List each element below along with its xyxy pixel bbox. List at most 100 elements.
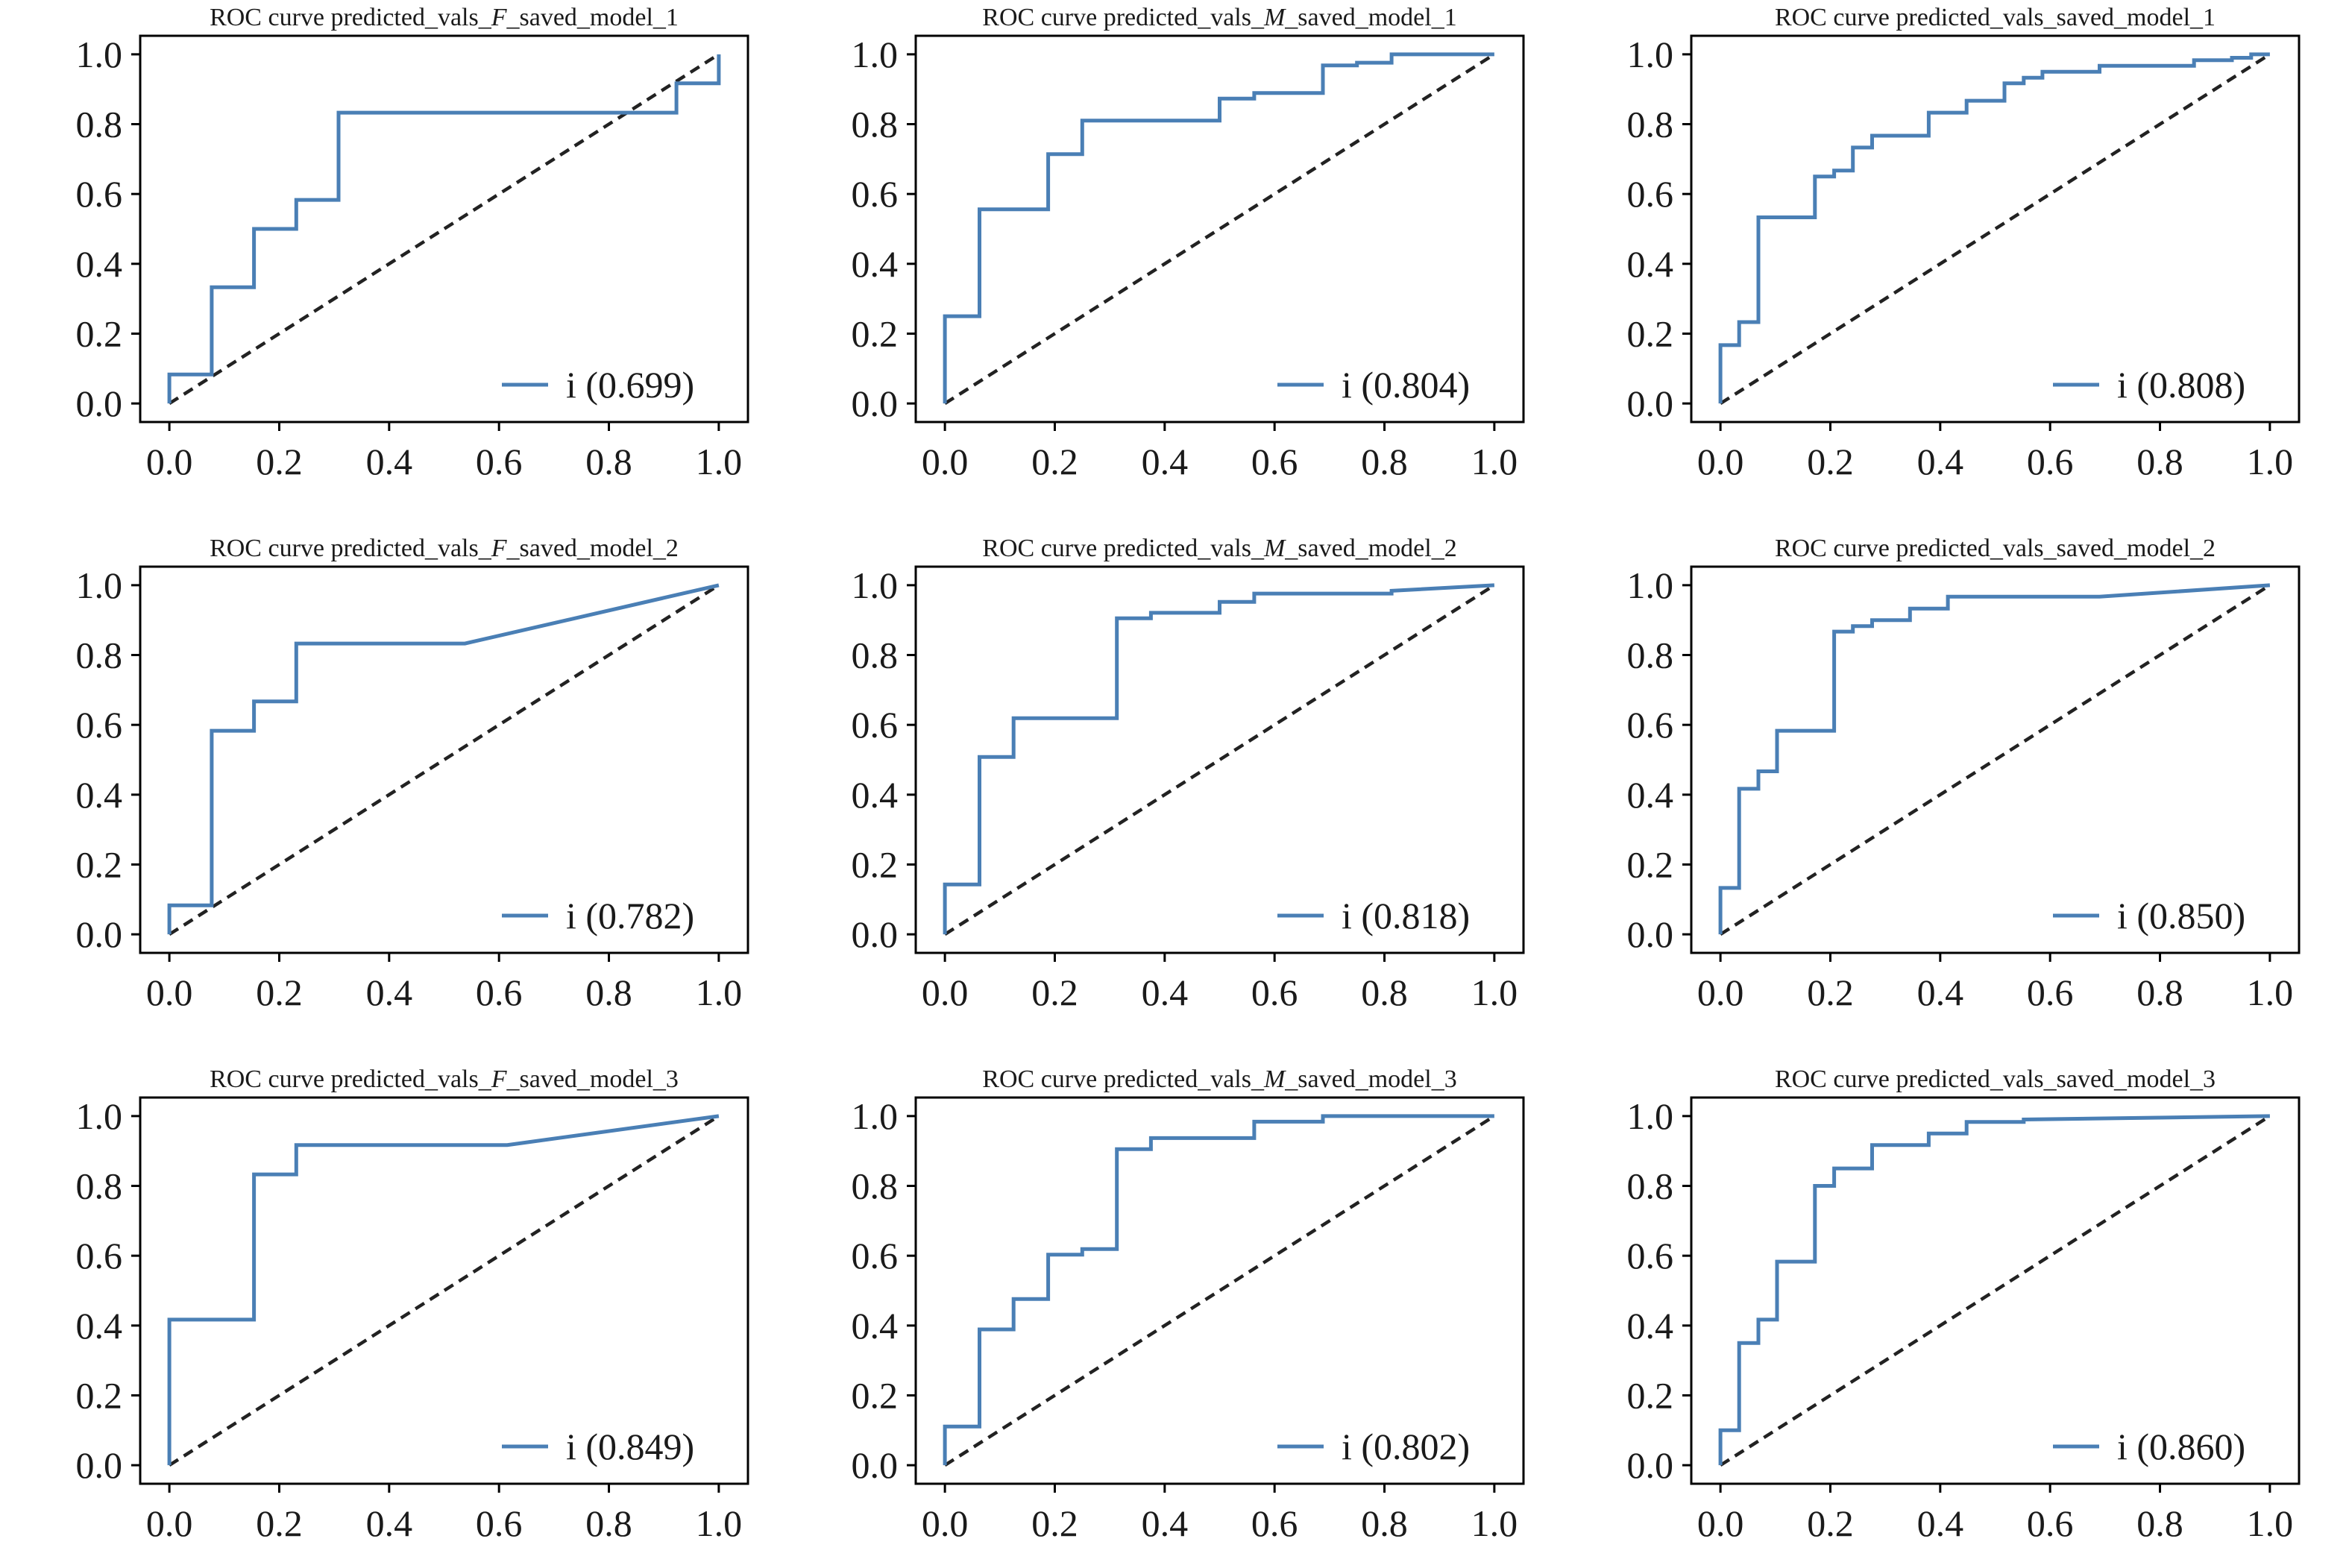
panel-title-part: ROC curve predicted_vals_ bbox=[982, 1065, 1265, 1093]
axes-frame bbox=[914, 34, 1525, 424]
x-tick-label: 0.4 bbox=[1142, 1502, 1189, 1544]
x-tick-label: 0.6 bbox=[476, 972, 523, 1013]
panel-title-part: ROC curve predicted_vals_ bbox=[982, 535, 1265, 562]
chance-diagonal-line bbox=[168, 52, 720, 406]
panel-title-part: ROC curve predicted_vals_saved_model_2 bbox=[1775, 535, 2216, 562]
x-tick-label: 0.0 bbox=[922, 441, 969, 482]
chance-diagonal-line bbox=[943, 583, 1496, 936]
y-tick-label: 0.6 bbox=[852, 704, 899, 746]
x-tick-label: 0.8 bbox=[585, 1502, 632, 1544]
y-tick-label: 0.4 bbox=[1627, 243, 1674, 285]
x-tick-label: 0.2 bbox=[1807, 1502, 1854, 1544]
y-tick-label: 0.0 bbox=[852, 382, 899, 424]
roc-panel-7: ROC curve predicted_vals_F_saved_model_3… bbox=[76, 1065, 749, 1544]
axes-frame bbox=[139, 565, 749, 954]
roc-panel-2: ROC curve predicted_vals_M_saved_model_1… bbox=[852, 4, 1525, 482]
y-tick-label: 0.8 bbox=[76, 1165, 123, 1207]
y-tick-label: 0.4 bbox=[76, 243, 123, 285]
legend-label: i (0.804) bbox=[1342, 364, 1470, 406]
y-tick-label: 0.6 bbox=[1627, 173, 1674, 215]
x-tick-label: 0.4 bbox=[366, 1502, 413, 1544]
legend-label: i (0.849) bbox=[566, 1426, 694, 1467]
y-tick-label: 0.8 bbox=[76, 635, 123, 676]
x-tick-label: 1.0 bbox=[1471, 1502, 1518, 1544]
x-tick-label: 0.6 bbox=[2027, 1502, 2074, 1544]
y-tick-label: 0.4 bbox=[76, 774, 123, 816]
y-tick-label: 0.4 bbox=[76, 1305, 123, 1347]
x-tick-label: 0.8 bbox=[1361, 441, 1408, 482]
y-tick-label: 0.6 bbox=[76, 1235, 123, 1276]
y-tick-label: 0.4 bbox=[852, 243, 899, 285]
y-tick-label: 0.2 bbox=[76, 312, 123, 354]
y-tick-label: 0.8 bbox=[852, 635, 899, 676]
x-tick-label: 0.0 bbox=[922, 972, 969, 1013]
x-tick-label: 0.2 bbox=[1031, 1502, 1078, 1544]
x-tick-label: 1.0 bbox=[2247, 972, 2294, 1013]
y-tick-label: 0.6 bbox=[76, 704, 123, 746]
panel-title: ROC curve predicted_vals_saved_model_2 bbox=[1775, 535, 2216, 562]
y-tick-label: 0.4 bbox=[1627, 774, 1674, 816]
panel-title-part: _saved_model_2 bbox=[1284, 535, 1456, 562]
panel-title: ROC curve predicted_vals_F_saved_model_1 bbox=[210, 4, 679, 31]
y-tick-label: 1.0 bbox=[852, 564, 899, 606]
y-tick-label: 0.2 bbox=[1627, 1374, 1674, 1416]
roc-curve-line bbox=[943, 583, 1495, 935]
y-tick-label: 0.4 bbox=[1627, 1305, 1674, 1347]
y-tick-label: 1.0 bbox=[1627, 34, 1674, 75]
axes-frame bbox=[1690, 565, 2301, 954]
roc-curve-line bbox=[1718, 52, 2270, 404]
x-tick-label: 0.4 bbox=[366, 972, 413, 1013]
y-tick-label: 0.8 bbox=[852, 1165, 899, 1207]
chance-diagonal-line bbox=[1719, 1114, 2271, 1467]
legend-label: i (0.782) bbox=[566, 895, 694, 936]
x-tick-label: 0.2 bbox=[1807, 972, 1854, 1013]
y-tick-label: 0.0 bbox=[852, 913, 899, 955]
y-tick-label: 0.8 bbox=[1627, 104, 1674, 145]
y-tick-label: 0.6 bbox=[76, 173, 123, 215]
chance-diagonal-line bbox=[1719, 583, 2271, 936]
y-tick-label: 0.0 bbox=[852, 1444, 899, 1486]
x-tick-label: 0.6 bbox=[2027, 972, 2074, 1013]
y-tick-label: 0.6 bbox=[1627, 1235, 1674, 1276]
y-tick-label: 0.2 bbox=[852, 843, 899, 885]
y-tick-label: 0.2 bbox=[852, 1374, 899, 1416]
x-tick-label: 0.8 bbox=[585, 972, 632, 1013]
y-tick-label: 0.2 bbox=[852, 312, 899, 354]
panel-title-part: M bbox=[1263, 1065, 1286, 1093]
x-tick-label: 0.2 bbox=[1031, 441, 1078, 482]
panel-title-part: F bbox=[491, 4, 508, 31]
y-tick-label: 0.2 bbox=[76, 843, 123, 885]
x-tick-label: 0.0 bbox=[146, 972, 193, 1013]
y-tick-label: 1.0 bbox=[852, 1095, 899, 1137]
y-tick-label: 0.8 bbox=[76, 104, 123, 145]
legend-label: i (0.808) bbox=[2117, 364, 2245, 406]
panel-title: ROC curve predicted_vals_saved_model_1 bbox=[1775, 4, 2216, 31]
x-tick-label: 1.0 bbox=[696, 441, 743, 482]
x-tick-label: 0.0 bbox=[146, 1502, 193, 1544]
roc-curve-line bbox=[943, 52, 1494, 404]
legend-label: i (0.850) bbox=[2117, 895, 2245, 936]
x-tick-label: 0.6 bbox=[1251, 441, 1298, 482]
chance-diagonal-line bbox=[168, 583, 720, 936]
y-tick-label: 1.0 bbox=[1627, 564, 1674, 606]
panel-title-part: _saved_model_2 bbox=[506, 535, 679, 562]
legend-label: i (0.860) bbox=[2117, 1426, 2245, 1467]
roc-panel-5: ROC curve predicted_vals_M_saved_model_2… bbox=[852, 535, 1525, 1013]
roc-panel-3: ROC curve predicted_vals_saved_model_1 0.… bbox=[1627, 4, 2301, 482]
y-tick-label: 0.6 bbox=[852, 1235, 899, 1276]
x-tick-label: 0.4 bbox=[1917, 972, 1964, 1013]
panel-title-part: ROC curve predicted_vals_saved_model_3 bbox=[1775, 1065, 2216, 1093]
panel-title-part: _saved_model_1 bbox=[1284, 4, 1456, 31]
panel-title: ROC curve predicted_vals_M_saved_model_1 bbox=[982, 4, 1456, 31]
y-tick-label: 0.8 bbox=[1627, 1165, 1674, 1207]
x-tick-label: 0.6 bbox=[1251, 972, 1298, 1013]
x-tick-label: 0.0 bbox=[1697, 972, 1744, 1013]
y-tick-label: 0.4 bbox=[852, 1305, 899, 1347]
y-tick-label: 0.2 bbox=[76, 1374, 123, 1416]
panel-title-part: M bbox=[1263, 535, 1286, 562]
axes-frame bbox=[914, 565, 1525, 954]
panel-title: ROC curve predicted_vals_F_saved_model_2 bbox=[210, 535, 679, 562]
y-tick-label: 0.0 bbox=[76, 382, 123, 424]
panel-title-part: ROC curve predicted_vals_saved_model_1 bbox=[1775, 4, 2216, 31]
